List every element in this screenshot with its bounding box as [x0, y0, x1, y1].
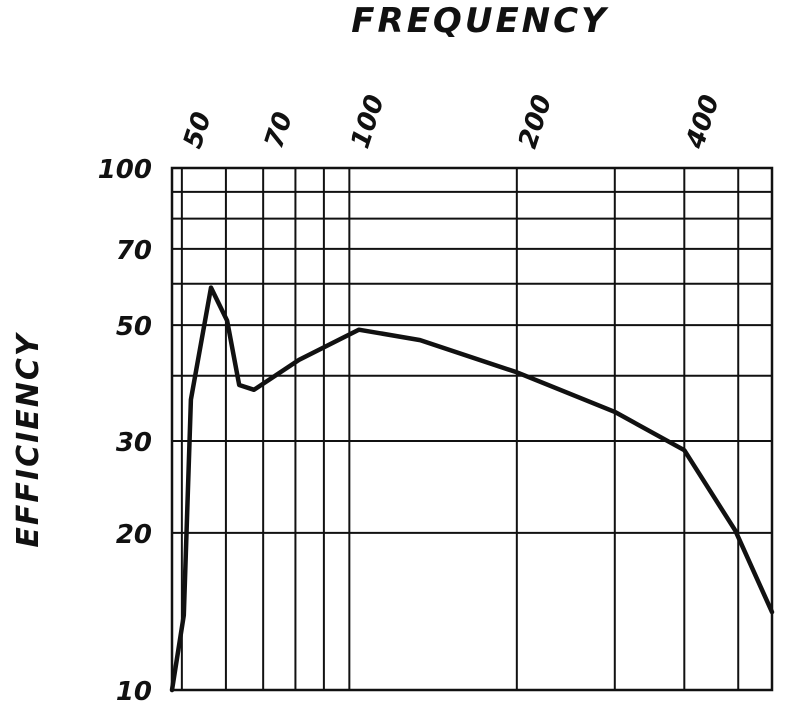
data-line	[169, 285, 775, 693]
x-tick-label: 400	[680, 91, 726, 153]
y-axis-label: EFFICIENCY	[11, 331, 46, 547]
y-tick-label: 70	[116, 236, 152, 266]
x-tick-label: 50	[178, 108, 218, 152]
plot-frame	[170, 166, 774, 692]
y-tick-label: 20	[116, 520, 152, 550]
y-tick-label: 100	[98, 155, 152, 185]
y-tick-label: 10	[116, 677, 152, 704]
y-tick-label: 30	[116, 428, 152, 458]
y-tick-label: 50	[116, 312, 152, 342]
x-tick-label: 70	[259, 108, 299, 152]
x-tick-label: 200	[513, 91, 558, 152]
chart-title: FREQUENCY	[351, 1, 609, 41]
x-tick-label: 100	[345, 91, 390, 152]
